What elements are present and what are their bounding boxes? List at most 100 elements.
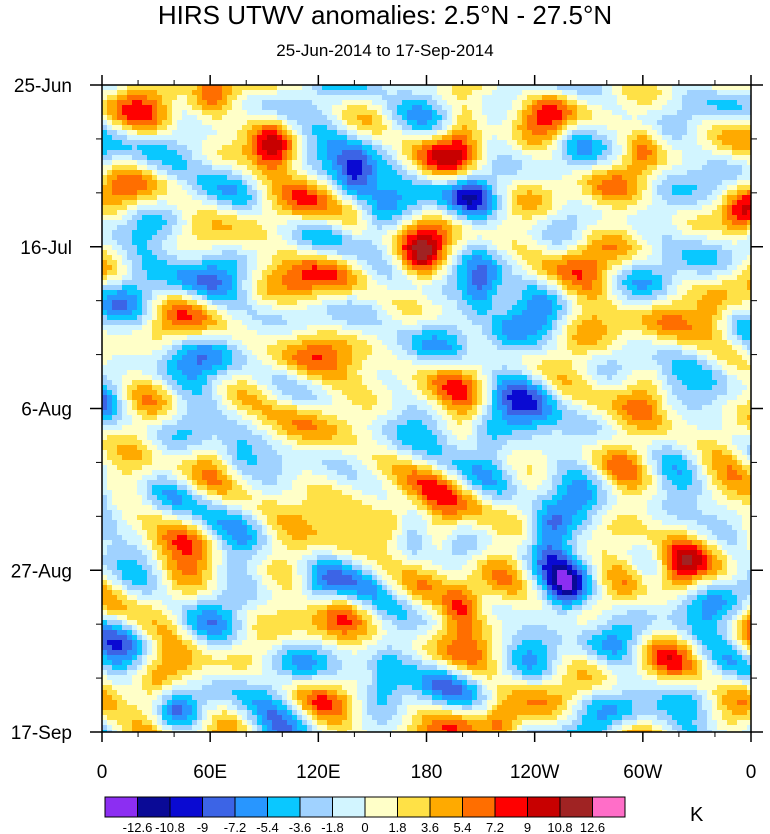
field-cell <box>142 235 148 241</box>
field-cell <box>707 205 713 211</box>
field-cell <box>587 265 593 271</box>
field-cell <box>662 220 668 226</box>
field-cell <box>147 145 153 151</box>
field-cell <box>297 230 303 236</box>
field-cell <box>347 230 353 236</box>
field-cell <box>142 240 148 246</box>
field-cell <box>107 230 113 236</box>
field-cell <box>562 195 568 201</box>
field-cell <box>292 235 298 241</box>
field-cell <box>297 255 303 261</box>
field-cell <box>302 190 308 196</box>
field-cell <box>252 250 258 256</box>
field-cell <box>347 170 353 176</box>
field-cell <box>237 260 243 266</box>
field-cell <box>282 125 288 131</box>
field-cell <box>172 170 178 176</box>
field-cell <box>202 165 208 171</box>
field-cell <box>332 195 338 201</box>
field-cell <box>337 170 343 176</box>
field-cell <box>177 165 183 171</box>
field-cell <box>727 145 733 151</box>
field-cell <box>477 100 483 106</box>
field-cell <box>597 175 603 181</box>
field-cell <box>122 160 128 166</box>
field-cell <box>557 200 563 206</box>
field-cell <box>537 210 543 216</box>
field-cell <box>617 270 623 276</box>
field-cell <box>487 255 493 261</box>
field-cell <box>687 230 693 236</box>
field-cell <box>172 85 178 91</box>
field-cell <box>187 170 193 176</box>
field-cell <box>717 155 723 161</box>
field-cell <box>637 125 643 131</box>
field-cell <box>482 180 488 186</box>
field-cell <box>112 230 118 236</box>
field-cell <box>157 255 163 261</box>
field-cell <box>107 265 113 271</box>
field-cell <box>302 255 308 261</box>
field-cell <box>742 175 748 181</box>
field-cell <box>122 170 128 176</box>
field-cell <box>747 105 751 111</box>
field-cell <box>397 200 403 206</box>
field-cell <box>392 260 398 266</box>
field-cell <box>452 100 458 106</box>
field-cell <box>162 260 168 266</box>
field-cell <box>577 160 583 166</box>
field-cell <box>177 240 183 246</box>
field-cell <box>652 100 658 106</box>
field-cell <box>517 180 523 186</box>
field-cell <box>202 260 208 266</box>
field-cell <box>237 205 243 211</box>
field-cell <box>737 125 743 131</box>
field-cell <box>382 220 388 226</box>
field-cell <box>387 180 393 186</box>
field-cell <box>552 180 558 186</box>
field-cell <box>632 255 638 261</box>
field-cell <box>577 130 583 136</box>
field-cell <box>612 120 618 126</box>
field-cell <box>502 245 508 251</box>
field-cell <box>367 255 373 261</box>
field-cell <box>427 200 433 206</box>
field-cell <box>467 270 473 276</box>
field-cell <box>232 125 238 131</box>
field-cell <box>742 225 748 231</box>
field-cell <box>267 180 273 186</box>
field-cell <box>347 265 353 271</box>
field-cell <box>387 95 393 101</box>
field-cell <box>452 240 458 246</box>
field-cell <box>342 275 348 281</box>
field-cell <box>622 180 628 186</box>
field-cell <box>432 145 438 151</box>
field-cell <box>657 235 663 241</box>
field-cell <box>632 265 638 271</box>
field-cell <box>517 130 523 136</box>
field-cell <box>457 105 463 111</box>
field-cell <box>187 115 193 121</box>
field-cell <box>237 165 243 171</box>
field-cell <box>737 150 743 156</box>
field-cell <box>732 170 738 176</box>
field-cell <box>512 210 518 216</box>
field-cell <box>592 140 598 146</box>
field-cell <box>647 265 653 271</box>
field-cell <box>182 120 188 126</box>
field-cell <box>167 270 173 276</box>
field-cell <box>277 175 283 181</box>
field-cell <box>662 170 668 176</box>
field-cell <box>182 195 188 201</box>
field-cell <box>177 200 183 206</box>
field-cell <box>662 130 668 136</box>
field-cell <box>647 120 653 126</box>
field-cell <box>442 115 448 121</box>
field-cell <box>187 225 193 231</box>
field-cell <box>692 205 698 211</box>
field-cell <box>527 90 533 96</box>
field-cell <box>662 225 668 231</box>
field-cell <box>362 95 368 101</box>
field-cell <box>437 270 443 276</box>
field-cell <box>377 205 383 211</box>
